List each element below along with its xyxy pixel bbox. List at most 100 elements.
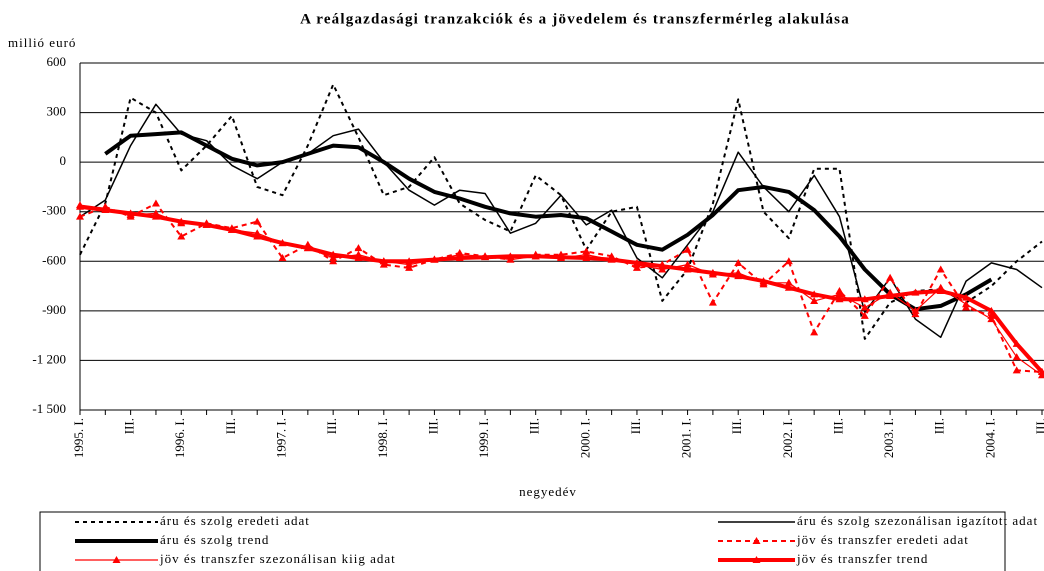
marker bbox=[835, 290, 844, 298]
marker bbox=[278, 253, 287, 261]
marker bbox=[303, 244, 312, 252]
x-tick-label: III. bbox=[729, 418, 744, 434]
x-tick-label: 1997. I. bbox=[274, 418, 289, 458]
marker bbox=[151, 212, 160, 220]
x-tick-label: 1996. I. bbox=[172, 418, 187, 458]
marker bbox=[126, 209, 135, 217]
marker bbox=[708, 298, 717, 306]
marker bbox=[911, 306, 920, 314]
marker bbox=[962, 293, 971, 301]
y-tick-label: -1 500 bbox=[32, 401, 66, 416]
marker bbox=[860, 311, 869, 319]
y-tick-label: -900 bbox=[42, 302, 66, 317]
marker bbox=[227, 225, 236, 233]
legend-box bbox=[39, 511, 1006, 571]
marker bbox=[835, 295, 844, 303]
marker bbox=[481, 253, 490, 261]
marker bbox=[582, 253, 591, 261]
legend-label: áru és szolg trend bbox=[160, 532, 269, 547]
y-tick-label: -1 200 bbox=[32, 351, 66, 366]
marker bbox=[253, 217, 262, 225]
marker bbox=[253, 232, 262, 240]
y-tick-label: -300 bbox=[42, 203, 66, 218]
marker bbox=[683, 245, 692, 253]
marker bbox=[405, 257, 414, 265]
marker bbox=[76, 212, 84, 220]
marker bbox=[76, 202, 84, 210]
y-tick-label: 0 bbox=[60, 153, 67, 168]
x-tick-label: 1995. I. bbox=[71, 418, 86, 458]
marker bbox=[177, 232, 186, 240]
x-tick-label: III. bbox=[932, 418, 947, 434]
marker bbox=[911, 288, 920, 296]
marker bbox=[784, 257, 793, 265]
x-tick-label: 2000. I. bbox=[577, 418, 592, 458]
chart-title: A reálgazdasági tranzakciók és a jövedel… bbox=[300, 11, 850, 27]
marker bbox=[936, 265, 945, 273]
marker bbox=[151, 199, 160, 207]
y-tick-label: 600 bbox=[47, 54, 67, 69]
x-tick-label: 2002. I. bbox=[780, 418, 795, 458]
x-tick-label: 2004. I. bbox=[982, 418, 997, 458]
series-line bbox=[79, 103, 1043, 339]
marker bbox=[784, 283, 793, 291]
marker bbox=[810, 296, 819, 304]
marker bbox=[987, 306, 996, 314]
marker bbox=[810, 290, 819, 298]
marker bbox=[734, 272, 743, 280]
x-tick-label: III. bbox=[628, 418, 643, 434]
marker bbox=[708, 268, 717, 276]
legend-marker bbox=[752, 537, 761, 544]
x-tick-label: 2003. I. bbox=[881, 418, 896, 458]
marker bbox=[354, 244, 363, 252]
marker bbox=[506, 252, 515, 260]
marker bbox=[1012, 353, 1021, 361]
x-tick-label: III. bbox=[324, 418, 339, 434]
marker bbox=[784, 278, 793, 286]
y-axis-label: millió euró bbox=[8, 35, 76, 50]
marker bbox=[101, 206, 110, 214]
marker bbox=[987, 315, 996, 323]
marker bbox=[886, 273, 895, 281]
marker bbox=[379, 257, 388, 265]
marker bbox=[202, 220, 211, 228]
x-tick-label: III. bbox=[122, 418, 137, 434]
series-line bbox=[104, 130, 993, 312]
marker bbox=[177, 217, 186, 225]
marker bbox=[658, 262, 667, 270]
series-line bbox=[79, 83, 1043, 340]
marker bbox=[455, 253, 464, 261]
marker bbox=[531, 252, 540, 260]
marker bbox=[810, 328, 819, 336]
y-tick-label: -600 bbox=[42, 252, 66, 267]
marker bbox=[936, 287, 945, 295]
marker bbox=[430, 255, 439, 263]
marker bbox=[860, 303, 869, 311]
marker bbox=[683, 260, 692, 268]
marker bbox=[1012, 366, 1021, 374]
x-tick-label: III. bbox=[425, 418, 440, 434]
marker bbox=[632, 258, 641, 266]
legend-label: jöv és transzfer szezonálisan kiig adat bbox=[159, 551, 396, 566]
legend-marker bbox=[752, 556, 761, 563]
x-tick-label: III. bbox=[223, 418, 238, 434]
series-line bbox=[79, 202, 1043, 373]
marker bbox=[557, 253, 565, 261]
legend-marker bbox=[112, 556, 121, 563]
marker bbox=[886, 291, 895, 299]
marker bbox=[759, 277, 768, 285]
x-tick-label: III. bbox=[1033, 418, 1044, 434]
x-tick-label: 2001. I. bbox=[679, 418, 694, 458]
x-tick-label: 1999. I. bbox=[476, 418, 491, 458]
legend-label: áru és szolg szezonálisan igazított adat bbox=[797, 513, 1038, 528]
marker bbox=[1038, 367, 1044, 375]
marker bbox=[329, 250, 338, 258]
marker bbox=[278, 239, 287, 247]
legend-label: jöv és transzfer trend bbox=[796, 551, 928, 566]
x-tick-label: 1998. I. bbox=[375, 418, 390, 458]
marker bbox=[354, 253, 363, 261]
marker bbox=[683, 265, 692, 273]
x-tick-label: III. bbox=[527, 418, 542, 434]
marker bbox=[607, 255, 616, 263]
